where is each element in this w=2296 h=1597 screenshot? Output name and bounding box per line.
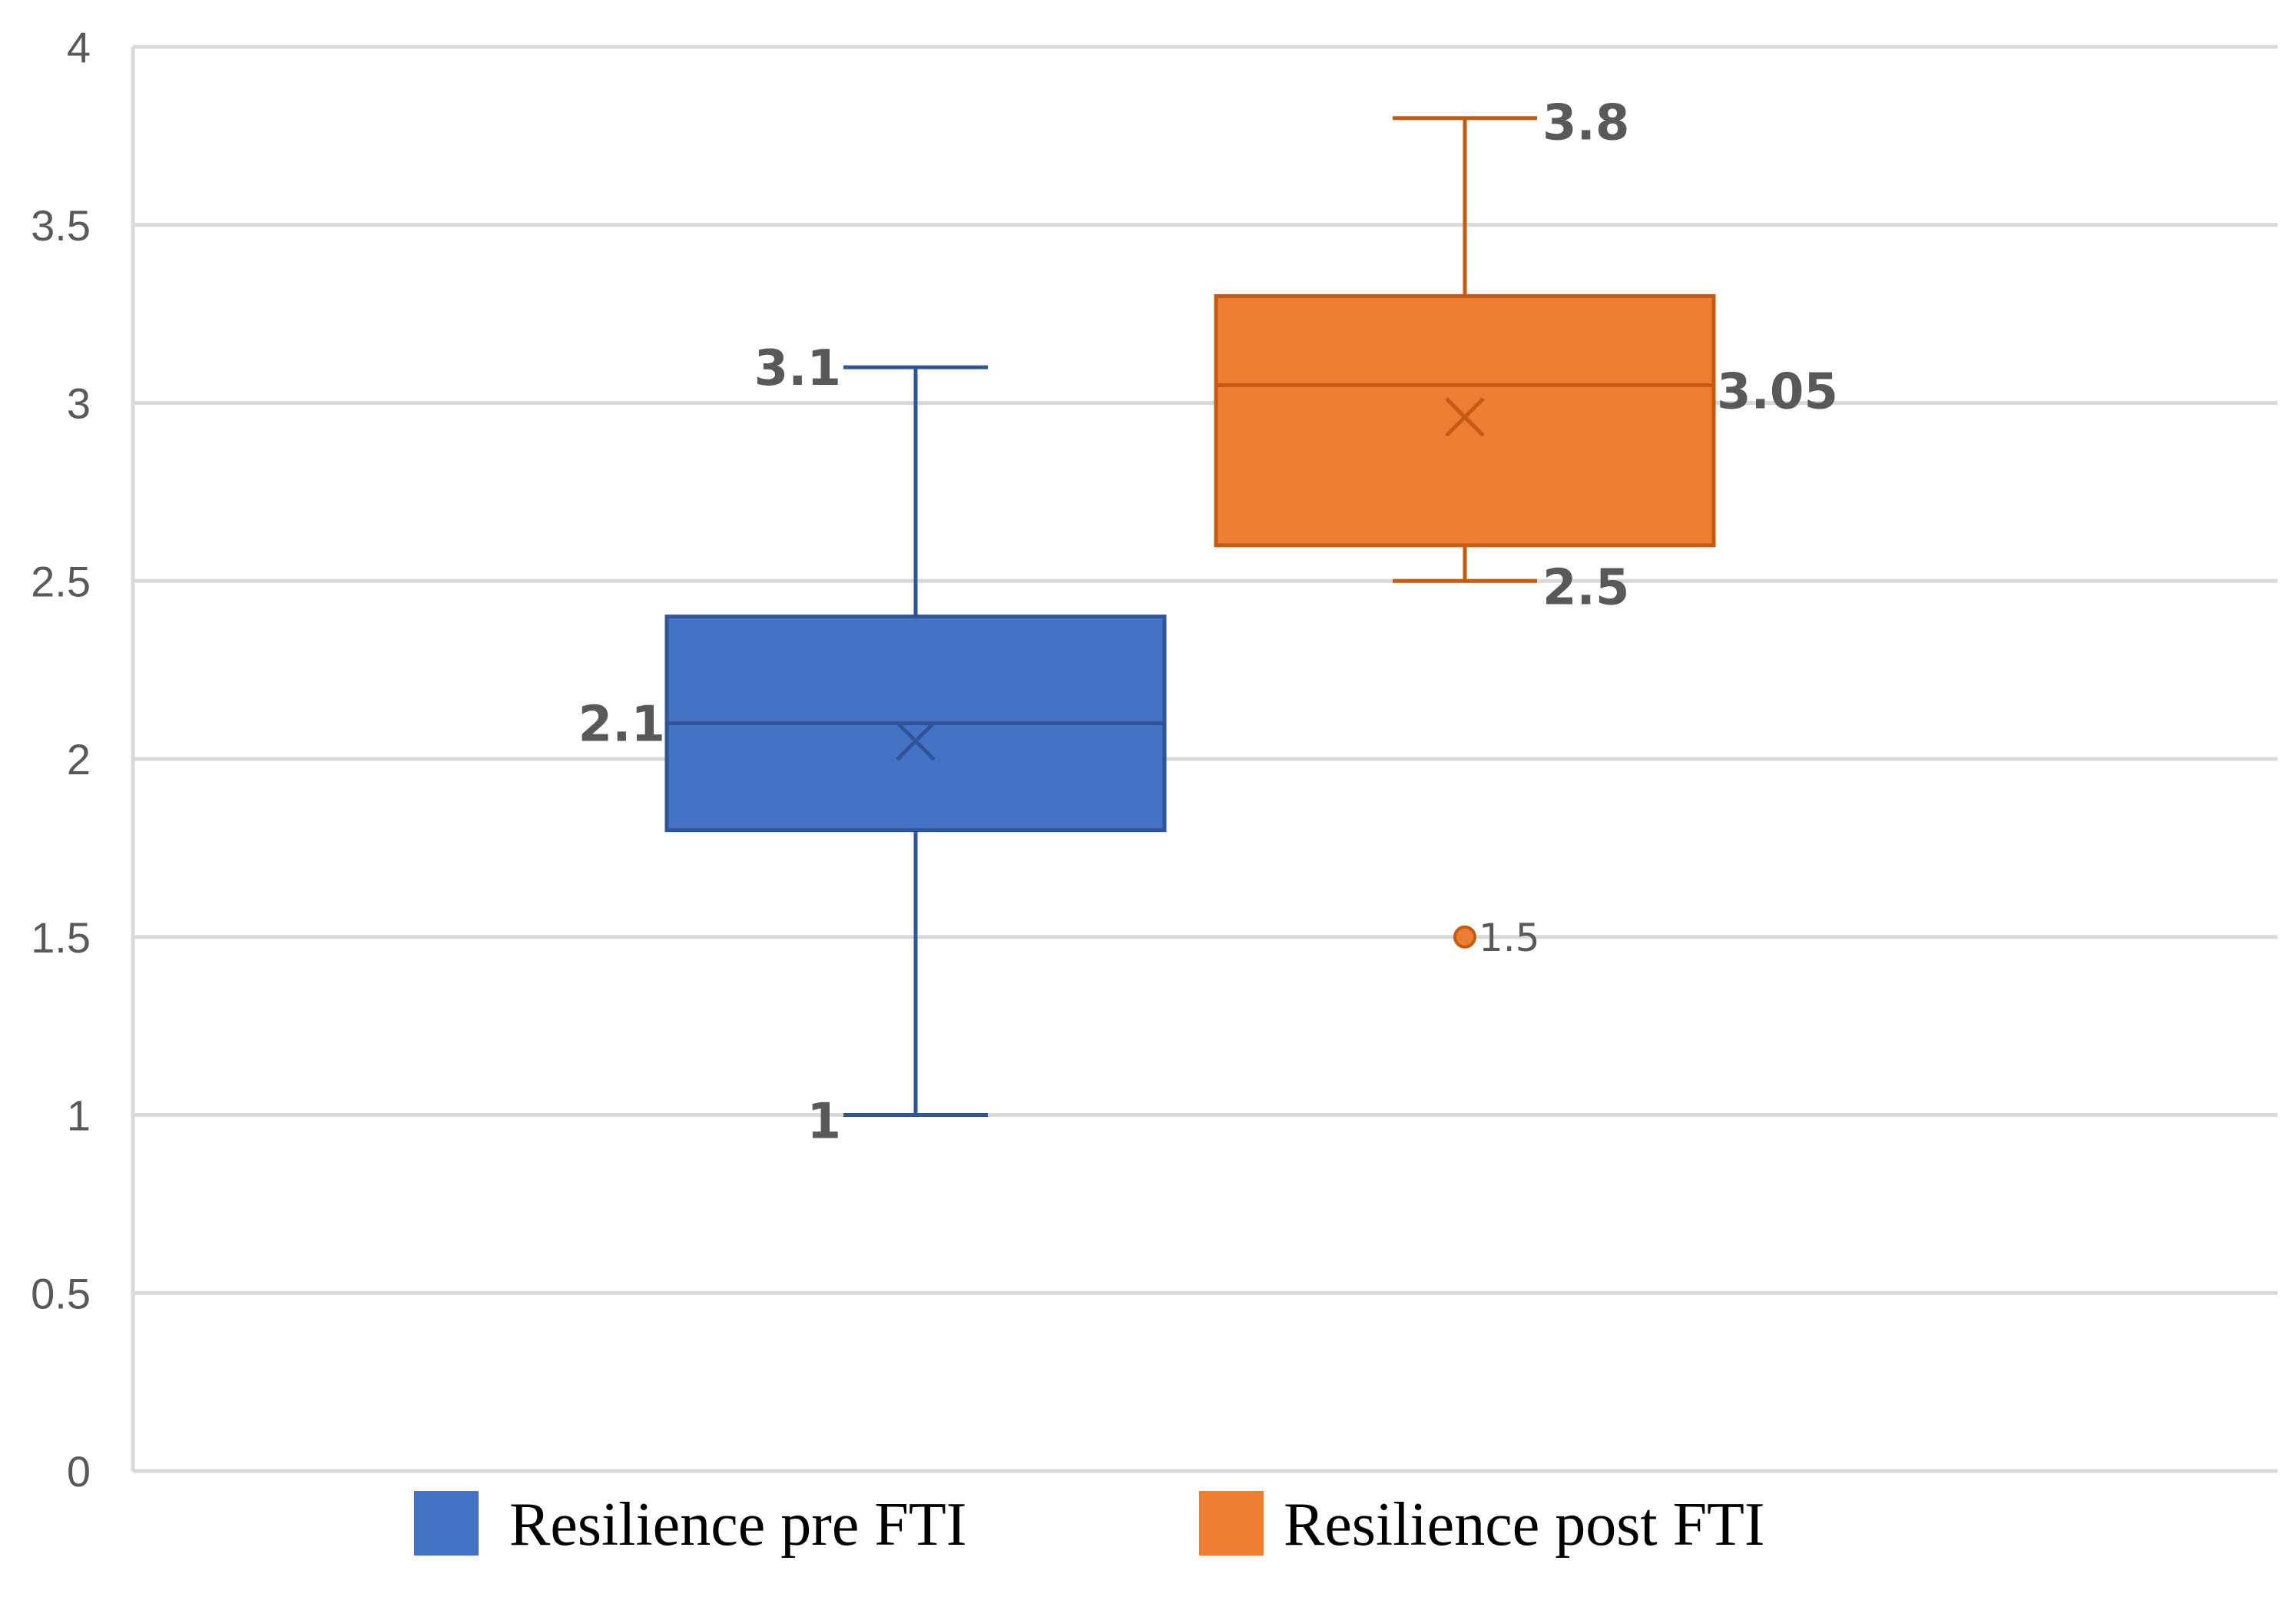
outlier-label: 1.5 <box>1479 916 1540 960</box>
legend-swatch-post <box>1199 1491 1264 1556</box>
median-label: 3.05 <box>1717 363 1838 420</box>
max-label: 3.8 <box>1542 95 1629 152</box>
mean-marker <box>1445 397 1485 437</box>
y-tick-label: 0 <box>67 1447 91 1496</box>
median-label: 2.1 <box>578 697 665 754</box>
iqr-box <box>1214 293 1716 548</box>
legend-label-pre: Resilience pre FTI <box>509 1491 966 1559</box>
max-label: 3.1 <box>754 340 841 397</box>
y-tick-label: 4 <box>67 23 91 71</box>
y-tick-label: 1 <box>67 1092 91 1140</box>
outlier-point <box>1453 925 1476 949</box>
y-tick-label: 3 <box>67 379 91 428</box>
legend-swatch-pre <box>414 1491 479 1556</box>
y-tick-label: 0.5 <box>31 1269 91 1317</box>
box-series-post <box>1214 116 1716 949</box>
y-tick-label: 3.5 <box>31 201 91 250</box>
min-label: 2.5 <box>1542 559 1629 616</box>
legend-label-post: Resilience post FTI <box>1284 1491 1765 1559</box>
mean-marker <box>896 721 936 761</box>
y-tick-label: 2.5 <box>31 557 91 605</box>
min-label: 1 <box>807 1094 841 1151</box>
box-series-pre <box>664 365 1167 1117</box>
y-tick-label: 1.5 <box>31 913 91 962</box>
y-tick-label: 2 <box>67 735 91 784</box>
